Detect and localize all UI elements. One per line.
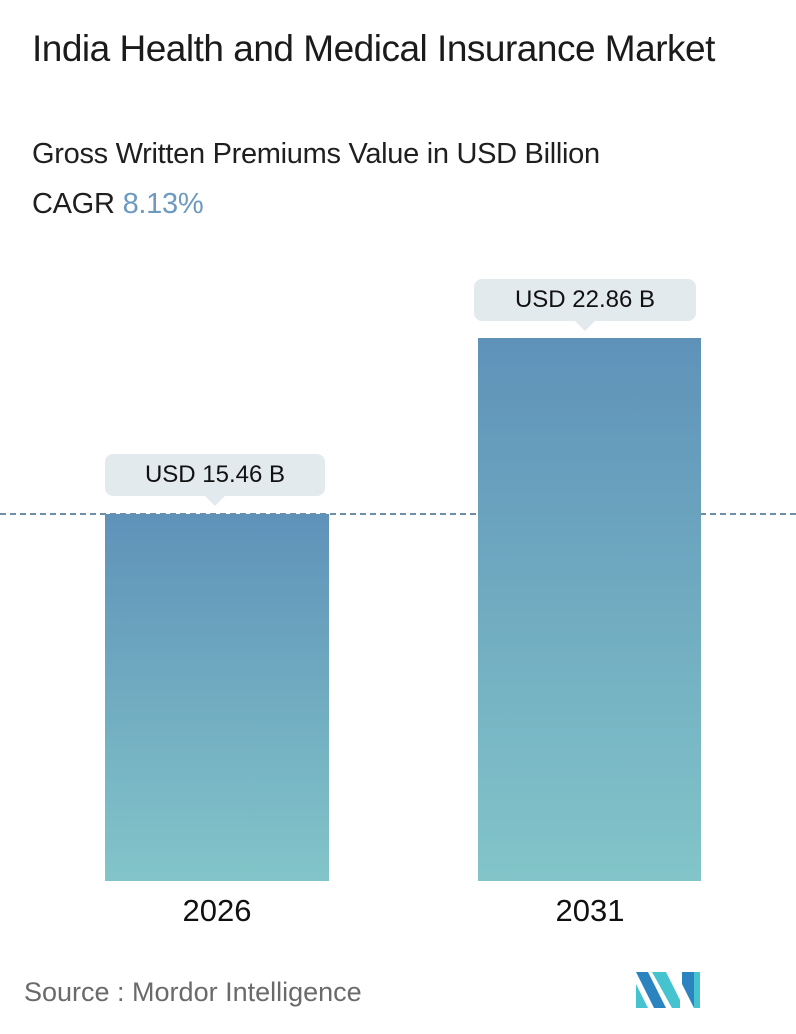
- value-label-2026: USD 15.46 B: [105, 454, 325, 506]
- chart-title: India Health and Medical Insurance Marke…: [32, 28, 715, 69]
- cagr-line: CAGR 8.13%: [32, 188, 204, 221]
- cagr-value: 8.13%: [122, 188, 204, 220]
- mordor-intelligence-logo-icon: [636, 972, 700, 1008]
- cagr-label: CAGR: [32, 188, 115, 220]
- x-tick-2026: 2026: [182, 893, 252, 928]
- chart-subtitle: Gross Written Premiums Value in USD Bill…: [32, 138, 600, 170]
- source-text: Source : Mordor Intelligence: [24, 977, 362, 1007]
- value-label-2031: USD 22.86 B: [474, 279, 696, 331]
- bar-2031: [478, 338, 701, 881]
- reference-dashed-line: [0, 513, 796, 515]
- x-tick-2031: 2031: [555, 893, 625, 928]
- bar-2026: [105, 514, 329, 881]
